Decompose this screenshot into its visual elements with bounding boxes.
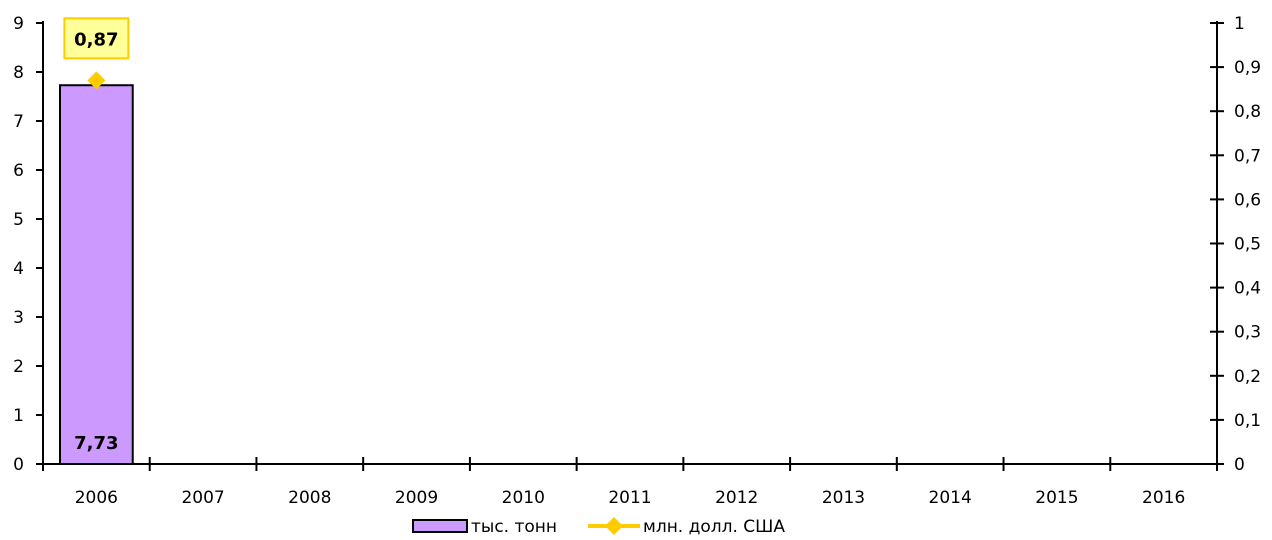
y-right-tick-label: 1: [1234, 14, 1245, 34]
line-data-label-box: [63, 17, 130, 60]
legend-swatch-bar: [412, 519, 468, 533]
x-tick-label: 2010: [502, 488, 545, 508]
y-left-tick-label: 6: [13, 161, 24, 181]
legend-label-line: млн. долл. США: [643, 517, 785, 537]
y-right-tick-label: 0,3: [1234, 323, 1261, 343]
x-tick-label: 2012: [715, 488, 758, 508]
y-left-tick-label: 2: [13, 357, 24, 377]
y-right-tick-label: 0: [1234, 455, 1245, 475]
y-right-tick-label: 0,6: [1234, 190, 1261, 210]
y-left-tick-label: 4: [13, 259, 24, 279]
y-left-tick-label: 5: [13, 210, 24, 230]
y-right-tick-label: 0,9: [1234, 58, 1261, 78]
x-tick-label: 2016: [1142, 488, 1185, 508]
bar-2006: [59, 84, 134, 465]
y-right-tick-label: 0,1: [1234, 411, 1261, 431]
y-right-tick-label: 0,7: [1234, 146, 1261, 166]
legend-swatch-marker: [605, 517, 623, 535]
y-left-tick-label: 1: [13, 406, 24, 426]
y-right-tick-label: 0,5: [1234, 235, 1261, 255]
x-tick-label: 2011: [608, 488, 651, 508]
y-right-tick-label: 0,4: [1234, 279, 1261, 299]
bar-data-label: 7,73: [74, 433, 118, 454]
y-right-tick-label: 0,8: [1234, 102, 1261, 122]
y-right-tick-label: 0,2: [1234, 367, 1261, 387]
y-left-tick-label: 7: [13, 112, 24, 132]
x-tick-label: 2015: [1035, 488, 1078, 508]
y-left-tick-label: 3: [13, 308, 24, 328]
y-left-tick-label: 0: [13, 455, 24, 475]
line-data-label: 0,87: [74, 29, 118, 50]
x-tick-label: 2007: [181, 488, 224, 508]
x-tick-label: 2006: [75, 488, 118, 508]
line-marker: [87, 71, 106, 90]
x-tick-label: 2014: [929, 488, 972, 508]
x-tick-label: 2013: [822, 488, 865, 508]
y-left-tick-label: 8: [13, 63, 24, 83]
legend-label-bar: тыс. тонн: [471, 517, 557, 537]
x-tick-label: 2008: [288, 488, 331, 508]
y-left-tick-label: 9: [13, 14, 24, 34]
x-tick-label: 2009: [395, 488, 438, 508]
